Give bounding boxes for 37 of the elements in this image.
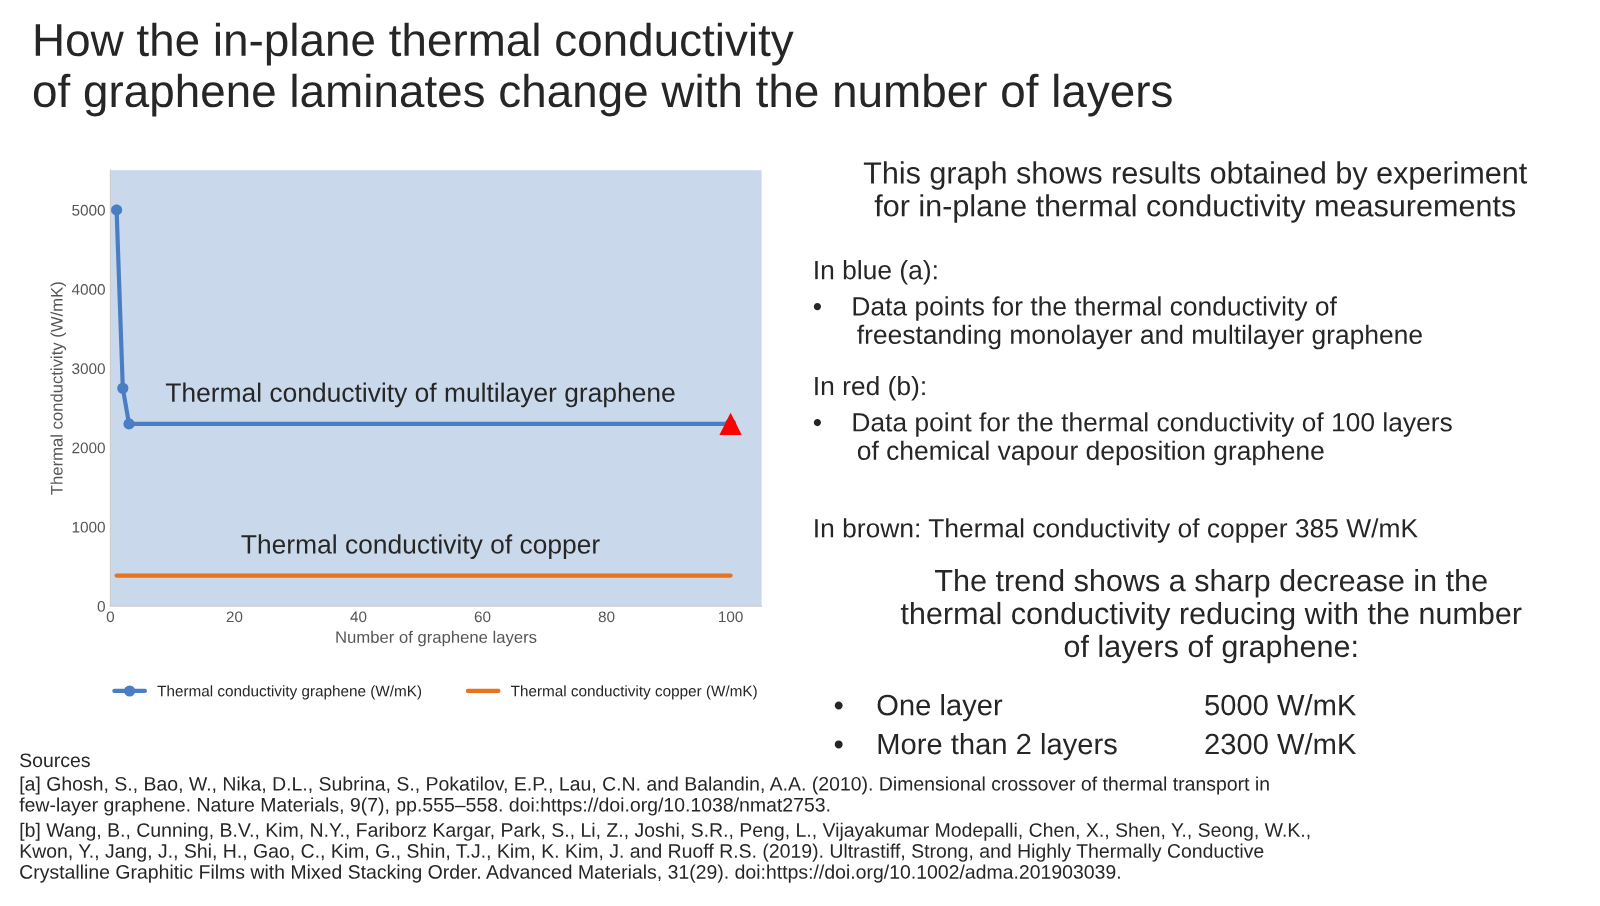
y-tick-label: 2000 — [72, 442, 105, 454]
text: Sources — [20, 753, 90, 768]
text: In blue (a): — [815, 260, 937, 285]
text: In red (b): — [815, 375, 925, 401]
x-axis-title: Number of graphene layers — [336, 630, 537, 647]
text: In brown: Thermal conductivity of copper 385 W/mK — [815, 518, 1418, 543]
y-tick-label: 1000 — [72, 521, 105, 533]
text: 5000 W/mK — [1205, 694, 1357, 716]
text: • More than 2 layers — [834, 732, 1117, 761]
y-tick-label: 5000 — [72, 204, 105, 216]
x-tick-label: 80 — [598, 611, 615, 623]
point — [719, 412, 742, 436]
point — [117, 382, 129, 394]
x-tick-label: 60 — [474, 611, 491, 623]
text: • Data points for the thermal conductivity of freestanding monolayer and multilayer graphene — [813, 296, 1422, 350]
x-tick-label: 20 — [226, 611, 243, 623]
text: [a] Ghosh, S., Bao, W., Nika, D.L., Subrina, S., Pokatilov, E.P., Lau, C.N. and Balandin, A.A. (2010). Dimensional crossover of thermal transport in few-layer graphene. Nature Materials, 9(7), pp.555–558. doi:https://doi.org/10.1038/nmat2753. — [19, 776, 1269, 816]
text: [b] Wang, B., Cunning, B.V., Kim, N.Y., Fariborz Kargar, Park, S., Li, Z., Joshi, S.R., Peng, L., Vijayakumar Modepalli, Chen, X., Shen, Y., Seong, W.K., Kwon, Y., Jang, J., Shi, H., Gao, C., Kim, G., Shin, T.J., Kim, K. Kim, J. and Ruoff R.S. (2019). Ultrastiff, Strong, and Highly Thermally Conductive Crystalline Graphitic Films with Mixed Stacking Order. Advanced Materials, 31(29). doi:https://doi.org/10.1002/adma.201903039. — [20, 822, 1310, 883]
point — [111, 204, 123, 216]
y-tick-label: 4000 — [71, 284, 105, 295]
x-tick-label: 0 — [106, 611, 115, 623]
y-axis-title: Thermal conductivity (W/mK) — [50, 282, 66, 495]
text: The trend shows a sharp decrease in the thermal conductivity reducing with the number of layers of graphene: — [900, 568, 1522, 664]
annotation: Thermal conductivity of copper — [241, 534, 600, 559]
y-tick-label: 0 — [97, 600, 105, 612]
text: • One layer — [834, 694, 1003, 722]
annotation: Thermal conductivity of multilayer graphene — [165, 382, 675, 408]
x-tick-label: 100 — [719, 611, 743, 623]
text: This graph shows results obtained by experiment for in-plane thermal conductivity measurements — [863, 161, 1528, 223]
text: • Data point for the thermal conductivity of 100 layers of chemical vapour deposition graphene — [813, 412, 1452, 466]
text: 2300 W/mK — [1205, 732, 1357, 755]
chart-title: How the in-plane thermal conductivity of graphene laminates change with the number of layers — [33, 22, 1172, 117]
legend-label: Thermal conductivity graphene (W/mK) — [157, 685, 422, 700]
point — [123, 418, 135, 430]
y-tick-label: 3000 — [72, 363, 105, 375]
legend-label: Thermal conductivity copper (W/mK) — [510, 685, 757, 700]
x-tick-label: 40 — [350, 611, 367, 623]
